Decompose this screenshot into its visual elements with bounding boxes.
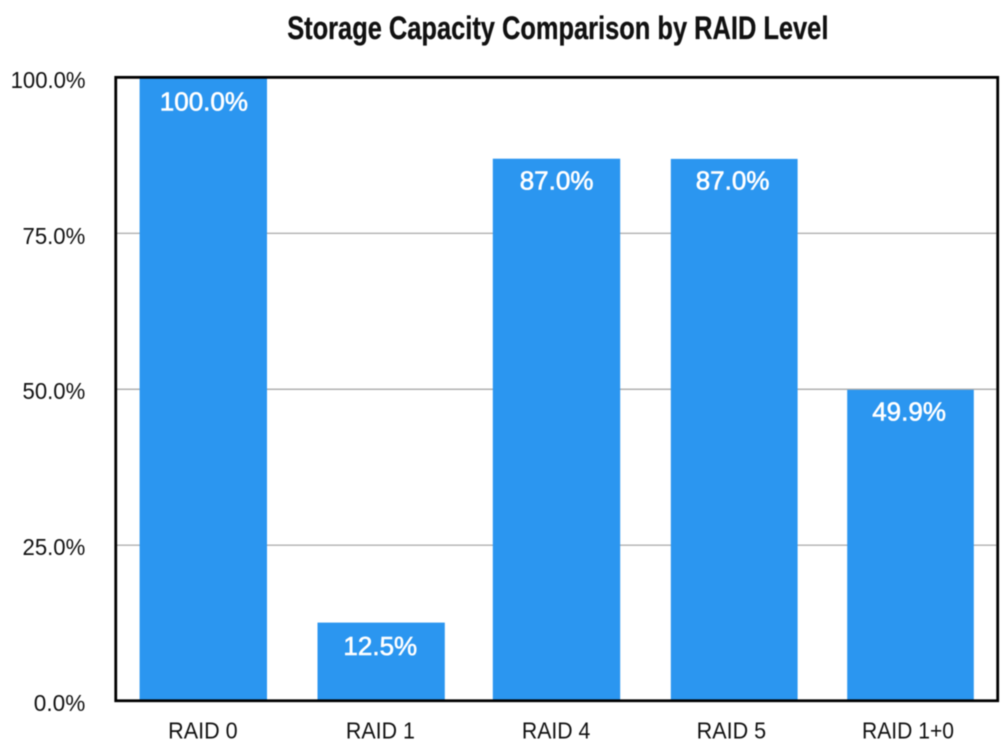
svg-text:100.0%: 100.0% bbox=[160, 87, 248, 117]
svg-text:12.5%: 12.5% bbox=[343, 631, 417, 661]
svg-text:100.0%: 100.0% bbox=[11, 67, 86, 93]
svg-text:49.9%: 49.9% bbox=[872, 396, 946, 426]
svg-text:RAID 5: RAID 5 bbox=[697, 717, 767, 743]
svg-text:RAID 0: RAID 0 bbox=[168, 717, 238, 743]
svg-text:RAID 1+0: RAID 1+0 bbox=[862, 717, 954, 743]
svg-text:75.0%: 75.0% bbox=[23, 223, 86, 249]
svg-text:Storage Capacity Comparison by: Storage Capacity Comparison by RAID Leve… bbox=[287, 10, 828, 46]
svg-text:87.0%: 87.0% bbox=[520, 165, 594, 195]
svg-text:RAID 1: RAID 1 bbox=[346, 717, 415, 743]
svg-text:0.0%: 0.0% bbox=[34, 690, 86, 716]
svg-text:87.0%: 87.0% bbox=[696, 166, 770, 196]
svg-text:25.0%: 25.0% bbox=[23, 534, 86, 560]
svg-text:RAID 4: RAID 4 bbox=[522, 717, 591, 743]
svg-text:50.0%: 50.0% bbox=[23, 378, 86, 404]
